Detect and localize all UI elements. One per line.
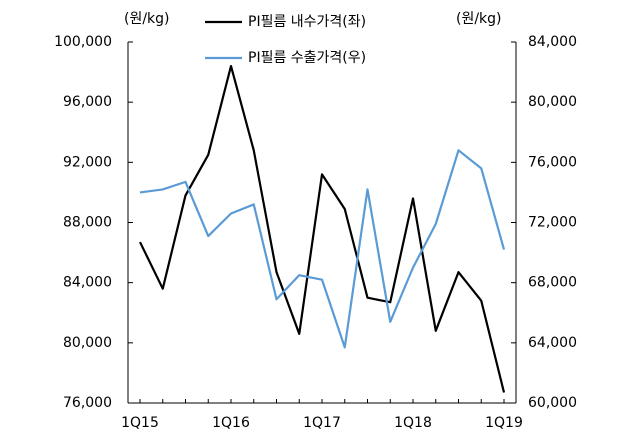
x-tick-label: 1Q19 xyxy=(485,415,523,431)
y-axis-label: (원/kg) xyxy=(124,11,170,27)
y-tick-label: 100,000 xyxy=(54,34,112,50)
y-tick-label: 84,000 xyxy=(63,275,112,291)
legend-label: PI필름 내수가격(좌) xyxy=(248,14,366,30)
y2-tick-label: 60,000 xyxy=(528,395,577,411)
x-tick-label: 1Q15 xyxy=(121,415,159,431)
y2-tick-label: 84,000 xyxy=(528,34,577,50)
y2-axis-label: (원/kg) xyxy=(456,11,502,27)
y2-tick-label: 64,000 xyxy=(528,335,577,351)
y2-tick-label: 76,000 xyxy=(528,154,577,170)
y-tick-label: 88,000 xyxy=(63,215,112,231)
y2-tick-label: 80,000 xyxy=(528,94,577,110)
y2-tick-label: 72,000 xyxy=(528,215,577,231)
y-tick-label: 76,000 xyxy=(63,395,112,411)
y-tick-label: 80,000 xyxy=(63,335,112,351)
legend-label: PI필름 수출가격(우) xyxy=(248,50,366,66)
series-line xyxy=(139,64,506,393)
x-tick-label: 1Q18 xyxy=(394,415,432,431)
y2-tick-label: 68,000 xyxy=(528,275,577,291)
x-tick-label: 1Q17 xyxy=(303,415,341,431)
y-tick-label: 96,000 xyxy=(63,94,112,110)
series-line xyxy=(139,149,506,349)
x-tick-label: 1Q16 xyxy=(212,415,250,431)
y-tick-label: 92,000 xyxy=(63,154,112,170)
